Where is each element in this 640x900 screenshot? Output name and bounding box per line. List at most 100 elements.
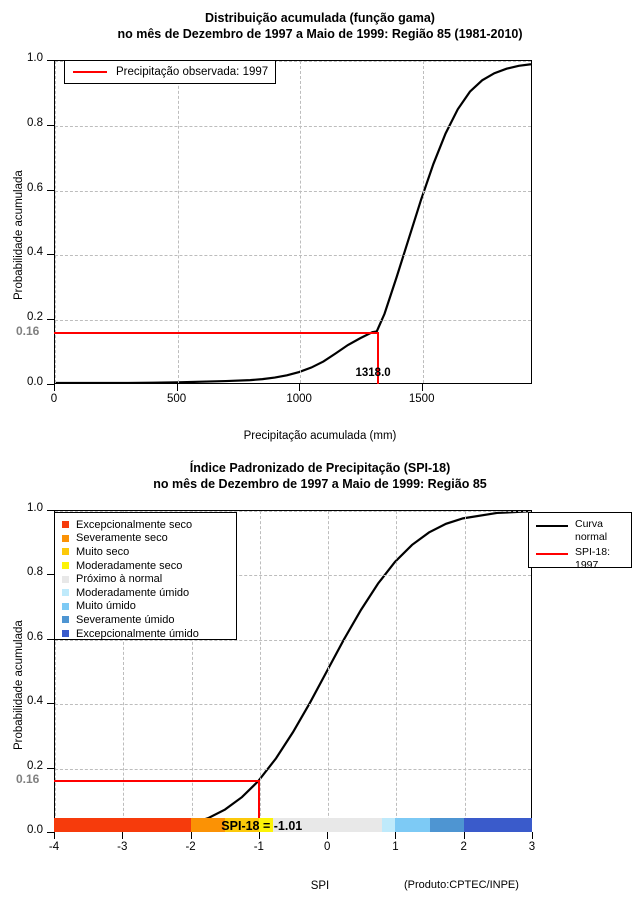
y-tick-mark	[47, 767, 54, 769]
y-tick-label: 0.2	[27, 759, 43, 772]
category-label: Severamente seco	[76, 532, 168, 545]
series-path	[55, 63, 531, 383]
chart1-title-line1: Distribuição acumulada (função gama)	[205, 11, 435, 25]
colorbar-segment	[381, 818, 396, 832]
category-color-swatch	[62, 602, 69, 610]
gridline-h	[55, 768, 531, 770]
curve-legend-label: Curva normal	[575, 518, 608, 543]
gridline-v	[396, 511, 398, 831]
x-tick-mark	[463, 832, 465, 839]
legend-row: Muito úmido	[62, 600, 236, 614]
marker-legend-label: SPI-18: 1997	[575, 546, 611, 571]
colorbar-segment	[463, 818, 532, 832]
producer-credit: (Produto:CPTEC/INPE)	[404, 879, 519, 891]
y-tick-label: 0.8	[27, 116, 43, 129]
y-tick-label: 0.6	[27, 630, 43, 643]
x-tick-label: -4	[48, 841, 60, 853]
marker-horizontal-line	[54, 780, 259, 783]
x-tick-label: -1	[253, 841, 264, 853]
marker-horizontal-line	[54, 332, 378, 335]
category-color-swatch	[62, 616, 69, 624]
legend-row: Excepcionalmente úmido	[62, 627, 236, 641]
x-tick-mark	[421, 384, 423, 391]
y-tick-mark	[47, 60, 54, 61]
y-tick-label: 0.0	[27, 824, 43, 836]
x-tick-label: 2	[460, 841, 467, 853]
y-tick-mark	[47, 638, 54, 640]
gridline-h	[55, 61, 531, 62]
category-color-swatch	[62, 534, 69, 542]
category-label: Moderadamente úmido	[76, 586, 190, 599]
chart1-x-axis-title: Precipitação acumulada (mm)	[243, 430, 397, 442]
spi-value-badge: SPI-18 = -1.01	[221, 819, 303, 833]
x-tick-label: 3	[528, 841, 536, 853]
gridline-h	[55, 125, 531, 127]
gridline-v	[259, 511, 261, 831]
y-tick-label: 1.0	[27, 52, 43, 64]
gridline-v	[123, 511, 125, 831]
x-tick-mark	[532, 832, 533, 839]
y-tick-label: 0.2	[27, 311, 43, 324]
y-tick-mark	[47, 384, 54, 385]
y-tick-mark	[47, 254, 54, 256]
chart1-legend: Precipitação observada: 1997	[64, 60, 276, 84]
y-tick-mark	[47, 510, 54, 511]
legend-row-marker: SPI-18: 1997	[534, 546, 631, 572]
chart2-series-legend: Curva normal SPI-18: 1997	[528, 512, 632, 571]
legend-row: Moderadamente úmido	[62, 586, 236, 600]
gridline-h	[55, 575, 531, 577]
gridline-v	[300, 61, 302, 383]
category-color-swatch	[62, 562, 69, 570]
gridline-h	[55, 704, 531, 706]
highlight-y-label: 0.16	[16, 324, 40, 339]
legend-row: Excepcionalmente seco	[62, 518, 236, 532]
gamma-cdf-chart-panel: Distribuição acumulada (função gama) no …	[13, 11, 532, 442]
spi-category-colorbar	[54, 818, 532, 832]
x-tick-mark	[327, 832, 329, 839]
x-tick-mark	[190, 832, 192, 839]
x-tick-label: -2	[185, 841, 196, 853]
gridline-v	[177, 61, 179, 383]
legend-row: Moderadamente seco	[62, 559, 236, 573]
category-label: Muito seco	[76, 545, 130, 558]
legend-row: Precipitação observada: 1997	[65, 61, 275, 83]
y-tick-mark	[47, 319, 54, 321]
category-color-swatch	[62, 589, 69, 597]
chart1-plot-area	[54, 60, 532, 384]
legend-row: Muito seco	[62, 545, 236, 559]
y-tick-label: 0.6	[27, 181, 43, 194]
chart2-x-axis-title: SPI	[310, 880, 330, 892]
gridline-h	[55, 255, 531, 257]
chart2-plot-inner	[55, 511, 531, 831]
highlight-x-label: 1318.0	[355, 367, 391, 379]
y-tick-label: 0.8	[27, 566, 43, 579]
gridline-v	[328, 511, 330, 831]
category-color-swatch	[62, 575, 69, 583]
colorbar-segment	[224, 818, 259, 832]
y-tick-mark	[47, 189, 54, 191]
gridline-v	[464, 511, 466, 831]
gridline-h	[55, 511, 531, 512]
x-tick-label: 1000	[286, 393, 312, 405]
y-tick-mark	[47, 124, 54, 126]
y-tick-mark	[47, 574, 54, 576]
y-tick-mark	[47, 832, 54, 833]
marker-vertical-line	[377, 332, 380, 384]
gridline-v	[55, 511, 56, 831]
x-tick-mark	[54, 832, 55, 839]
y-tick-mark	[47, 703, 54, 705]
colorbar-segment	[272, 818, 382, 832]
category-label: Excepcionalmente seco	[76, 518, 193, 531]
category-label: Muito úmido	[76, 600, 136, 613]
gridline-h	[55, 639, 531, 641]
normal-curve-line-icon	[536, 525, 568, 527]
colorbar-segment	[429, 818, 464, 832]
legend-row-curve: Curva normal	[534, 518, 631, 544]
x-tick-label: -3	[117, 841, 128, 853]
legend-row: Próximo à normal	[62, 572, 236, 586]
gridline-v	[422, 61, 424, 383]
category-color-swatch	[62, 521, 69, 529]
x-tick-mark	[122, 832, 124, 839]
gridline-h	[55, 190, 531, 192]
colorbar-segment	[258, 818, 273, 832]
